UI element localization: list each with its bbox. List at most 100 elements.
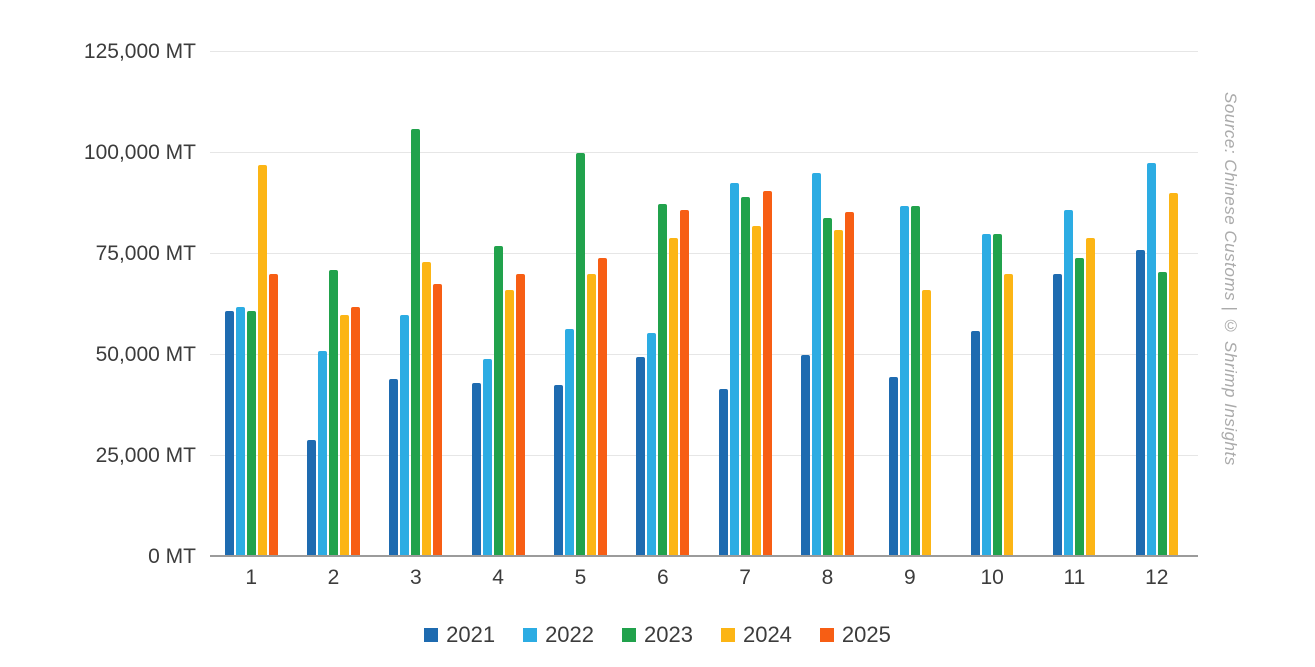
gridline <box>210 152 1198 153</box>
bar-2021-month-9[interactable] <box>888 377 898 557</box>
bars-row <box>210 52 1198 557</box>
legend-label: 2021 <box>446 622 496 647</box>
bar-2024-month-6[interactable] <box>669 237 679 557</box>
bar-2022-month-12[interactable] <box>1146 163 1156 557</box>
bar-2022-month-9[interactable] <box>899 205 909 557</box>
bar-group-month-10 <box>951 52 1033 557</box>
x-axis-label-2: 2 <box>327 566 340 589</box>
x-axis-label-4: 4 <box>492 566 504 589</box>
bar-2025-month-4[interactable] <box>515 274 525 557</box>
x-axis-label-9: 9 <box>903 566 916 589</box>
bar-2025-month-3[interactable] <box>433 284 443 557</box>
bar-2023-month-5[interactable] <box>575 153 585 557</box>
legend-swatch-icon <box>424 628 439 642</box>
plot-area <box>210 51 1198 557</box>
bar-2021-month-8[interactable] <box>800 355 810 557</box>
legend-swatch-icon <box>622 628 637 642</box>
bar-2021-month-11[interactable] <box>1053 274 1063 557</box>
x-axis-label-6: 6 <box>656 566 669 589</box>
bar-2021-month-10[interactable] <box>971 330 981 557</box>
bar-2025-month-2[interactable] <box>350 306 360 557</box>
bar-2023-month-1[interactable] <box>246 310 256 557</box>
bar-2021-month-3[interactable] <box>389 379 399 557</box>
legend-item-2024[interactable]: 2024 <box>720 622 792 648</box>
bar-2024-month-8[interactable] <box>833 229 843 557</box>
bar-2023-month-9[interactable] <box>910 205 920 557</box>
bar-2022-month-5[interactable] <box>564 328 574 557</box>
legend-item-2023[interactable]: 2023 <box>622 622 693 648</box>
x-axis-line <box>210 555 1198 557</box>
bar-2025-month-5[interactable] <box>597 258 607 557</box>
bar-2021-month-1[interactable] <box>224 310 234 557</box>
bar-2022-month-11[interactable] <box>1064 209 1074 557</box>
bar-2023-month-6[interactable] <box>658 203 668 557</box>
x-axis-label-8: 8 <box>821 566 834 589</box>
bar-2025-month-6[interactable] <box>680 209 690 557</box>
legend-label: 2023 <box>644 622 693 647</box>
bar-2022-month-7[interactable] <box>729 183 739 557</box>
legend-item-2025[interactable]: 2025 <box>819 622 891 648</box>
gridline <box>210 455 1198 456</box>
bar-group-month-6 <box>622 52 704 557</box>
bar-2023-month-8[interactable] <box>822 217 832 557</box>
bar-2021-month-4[interactable] <box>471 383 481 557</box>
y-axis-tick-label: 25,000 MT <box>95 444 196 467</box>
bar-2024-month-1[interactable] <box>257 165 267 557</box>
x-axis-label-7: 7 <box>739 566 751 589</box>
bar-2021-month-6[interactable] <box>636 357 646 557</box>
bar-2022-month-8[interactable] <box>811 173 821 557</box>
bar-2023-month-2[interactable] <box>328 270 338 557</box>
bar-group-month-3 <box>375 52 457 557</box>
x-axis-label-3: 3 <box>409 566 422 589</box>
legend-label: 2022 <box>545 622 595 647</box>
bar-group-month-8 <box>786 52 868 557</box>
bar-2024-month-9[interactable] <box>921 290 931 557</box>
bar-2024-month-4[interactable] <box>504 290 514 557</box>
bar-2024-month-2[interactable] <box>339 314 349 557</box>
legend-swatch-icon <box>720 628 735 642</box>
x-axis-label-11: 11 <box>1063 566 1086 589</box>
x-axis: 1 2 3 4 5 6 7 8 9 10 11 12 <box>210 566 1198 590</box>
bar-2022-month-1[interactable] <box>235 306 245 557</box>
bar-2024-month-7[interactable] <box>751 225 761 557</box>
bar-2021-month-12[interactable] <box>1135 249 1145 557</box>
legend-swatch-icon <box>523 628 538 642</box>
bar-2024-month-12[interactable] <box>1168 193 1178 557</box>
bar-2023-month-11[interactable] <box>1075 258 1085 557</box>
bar-2021-month-5[interactable] <box>553 385 563 557</box>
source-note: Source: Chinese Customs | © Shrimp Insig… <box>1221 92 1240 466</box>
bar-2022-month-3[interactable] <box>400 314 410 557</box>
legend-item-2022[interactable]: 2022 <box>523 622 594 648</box>
bar-2022-month-4[interactable] <box>482 359 492 557</box>
bar-2025-month-8[interactable] <box>844 211 854 557</box>
bar-2022-month-2[interactable] <box>317 350 327 557</box>
bar-2022-month-10[interactable] <box>982 233 992 557</box>
bar-2025-month-1[interactable] <box>268 274 278 557</box>
bar-2023-month-7[interactable] <box>740 197 750 557</box>
legend-label: 2025 <box>841 622 891 647</box>
x-axis-label-10: 10 <box>980 566 1004 589</box>
bar-group-month-2 <box>292 52 374 557</box>
bar-2023-month-12[interactable] <box>1157 272 1167 557</box>
bar-2021-month-7[interactable] <box>718 389 728 557</box>
y-axis-tick-label: 100,000 MT <box>83 141 196 164</box>
bar-2023-month-4[interactable] <box>493 245 503 557</box>
gridline <box>210 354 1198 355</box>
bar-2023-month-3[interactable] <box>411 128 421 557</box>
bar-2024-month-5[interactable] <box>586 274 596 557</box>
bar-2021-month-2[interactable] <box>306 439 316 557</box>
bar-2023-month-10[interactable] <box>993 233 1003 557</box>
bar-2024-month-10[interactable] <box>1004 274 1014 557</box>
bar-2024-month-11[interactable] <box>1086 237 1096 557</box>
bar-2025-month-7[interactable] <box>762 191 772 557</box>
bar-2024-month-3[interactable] <box>422 262 432 557</box>
x-axis-label-1: 1 <box>245 566 257 589</box>
legend-item-2021[interactable]: 2021 <box>424 622 495 648</box>
bar-group-month-9 <box>869 52 951 557</box>
bar-group-month-12 <box>1116 52 1198 557</box>
bar-group-month-5 <box>539 52 621 557</box>
bar-group-month-7 <box>704 52 786 557</box>
legend: 2021 2022 2023 2024 2025 <box>0 622 1315 648</box>
bar-2022-month-6[interactable] <box>647 332 657 557</box>
